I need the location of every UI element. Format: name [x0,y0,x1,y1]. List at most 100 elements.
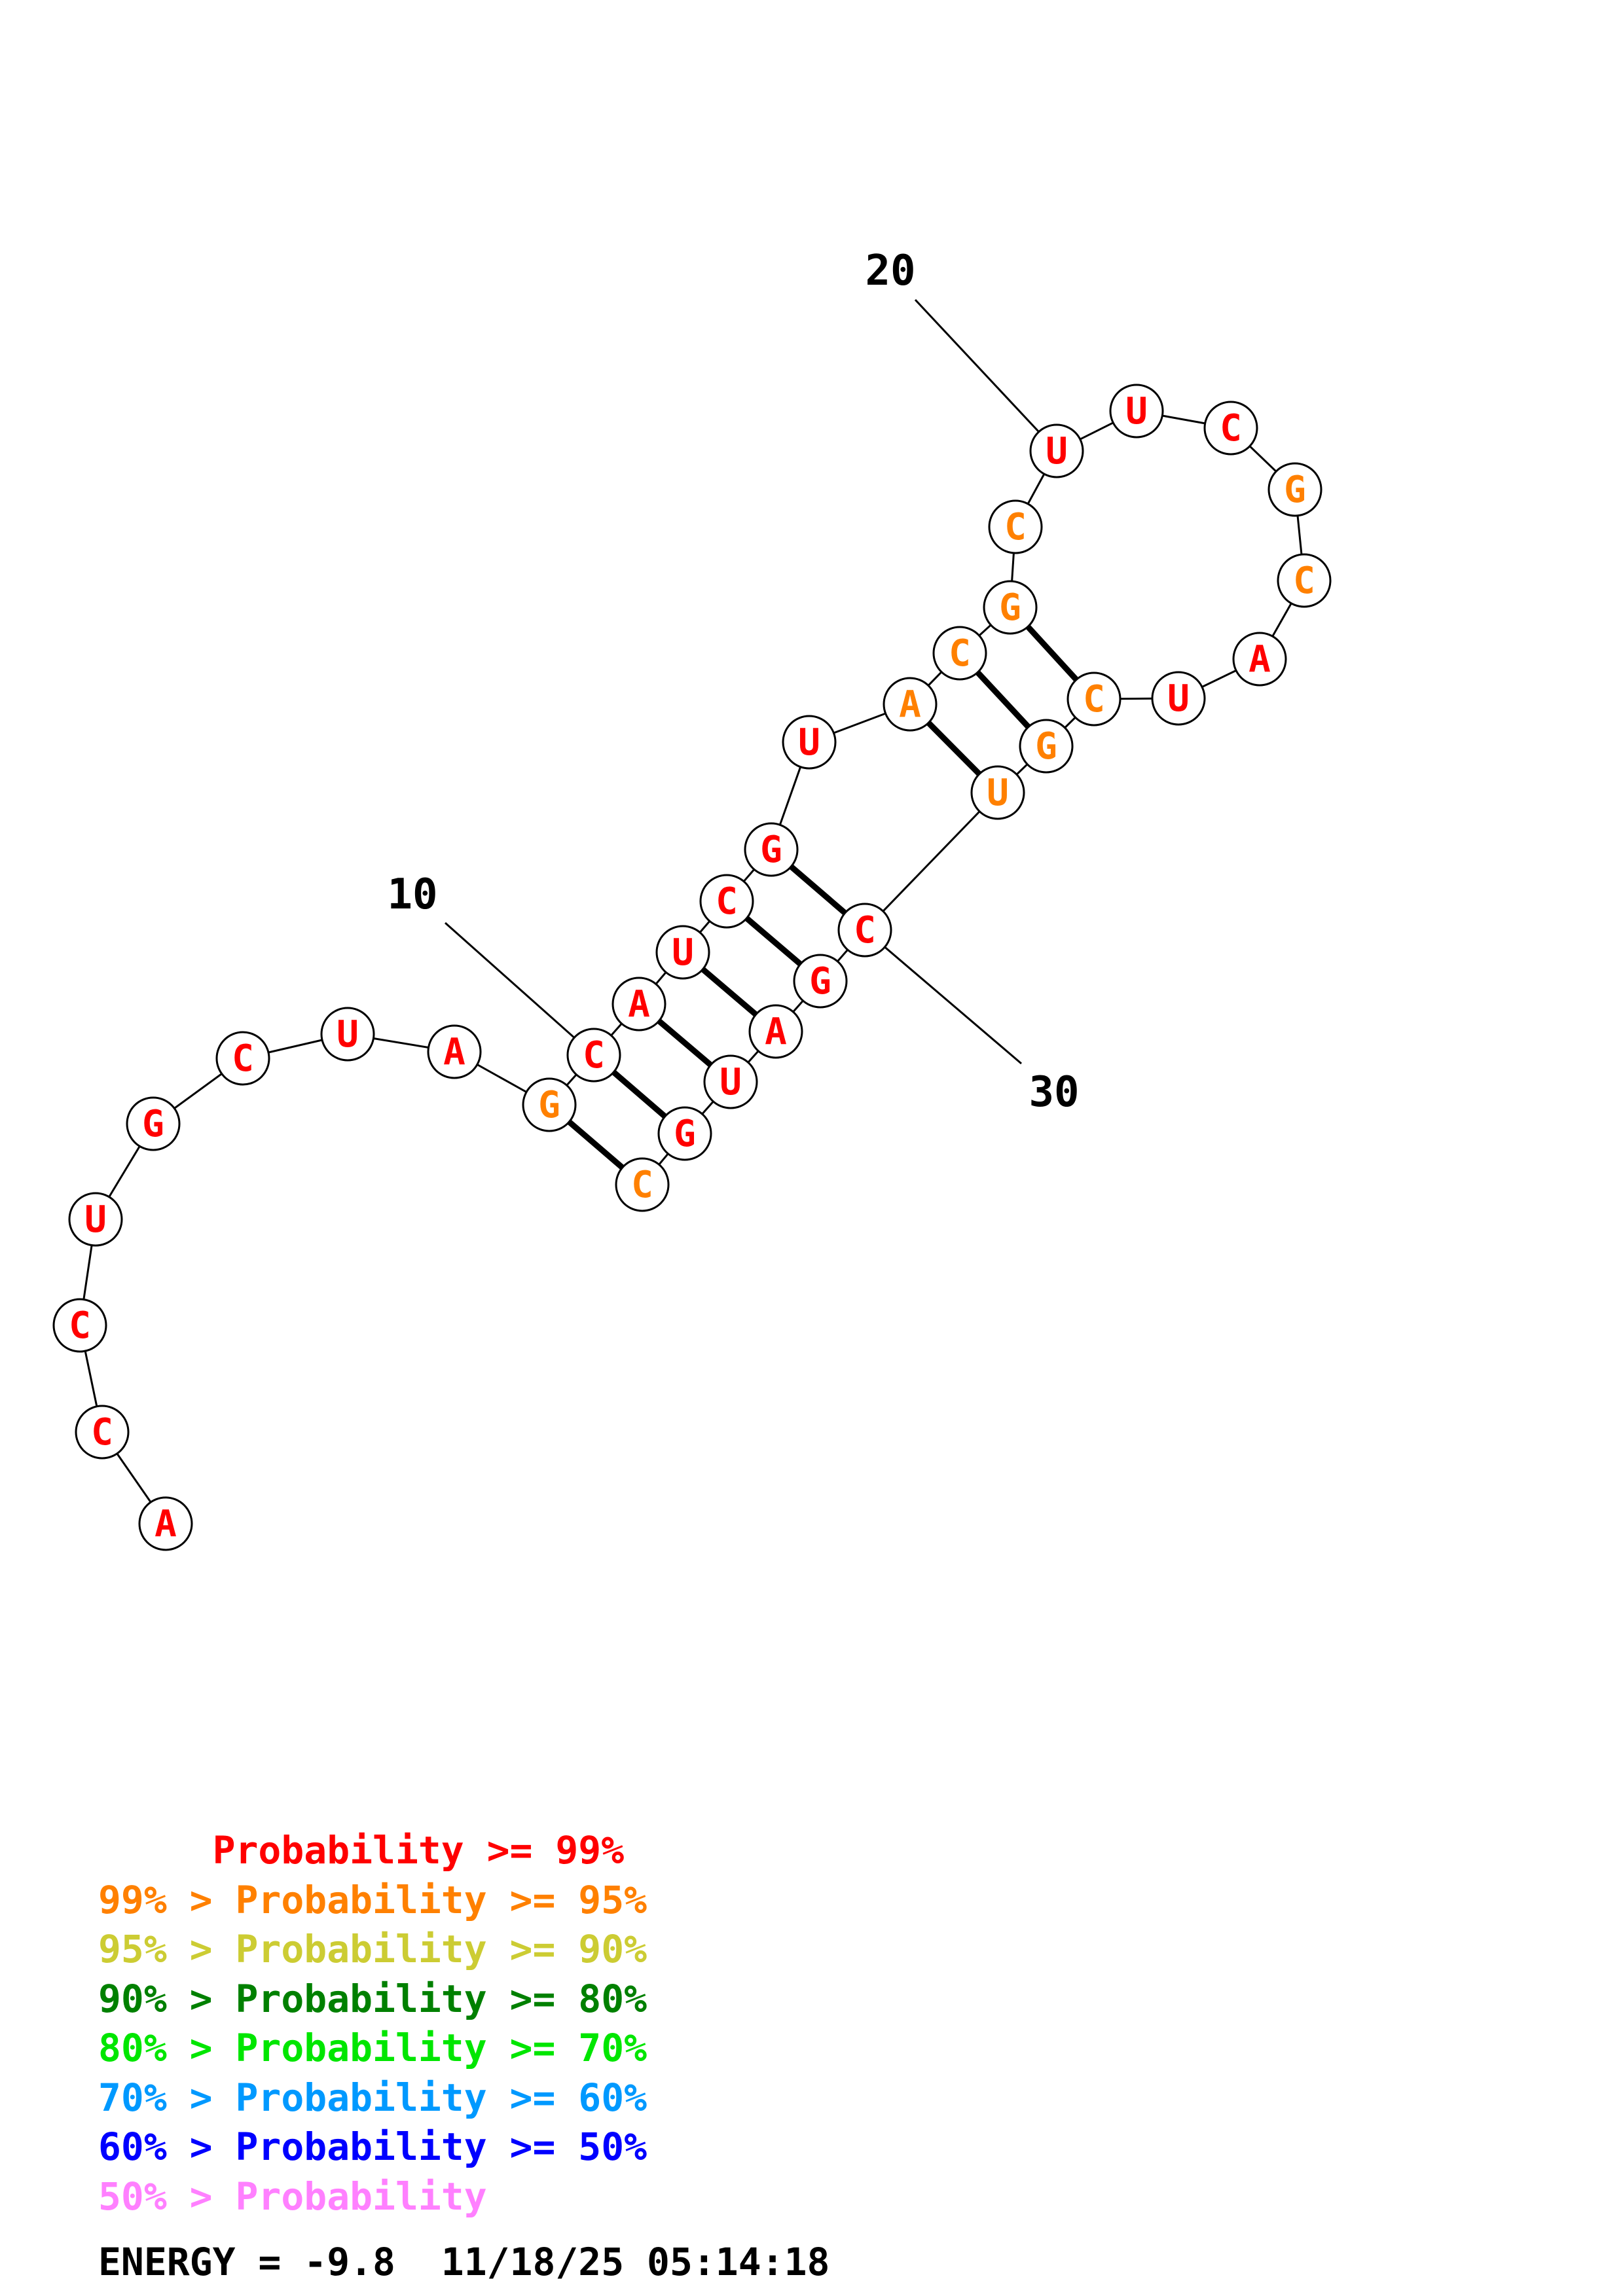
legend-entry: 70% > Probability >= 60% [98,2075,647,2120]
nucleotide-27: C [1067,672,1122,726]
nucleotide-19: C [988,499,1043,554]
nucleotide-base-letter: C [631,1164,653,1206]
nucleotide-base-letter: G [760,829,782,871]
nucleotide-circle [75,1405,130,1460]
nucleotide-base-letter: U [1125,390,1148,433]
nucleotide-circle [615,1157,670,1212]
nucleotide-base-letter: U [720,1061,742,1103]
legend-entry: 90% > Probability >= 80% [98,1976,647,2021]
nucleotide-23: G [1267,462,1322,517]
nucleotide-11: A [611,977,666,1031]
energy-and-timestamp: ENERGY = -9.8 11/18/25 05:14:18 [98,2240,830,2284]
nucleotide-18: G [983,580,1038,635]
nucleotide-circle [793,954,848,1009]
nucleotide-circle [748,1004,803,1059]
nucleotide-20: U [1029,423,1084,478]
nucleotide-7: U [320,1007,375,1062]
nucleotide-base-letter: C [1293,560,1315,602]
nucleotide-circle [883,677,938,732]
legend-entry: Probability >= 99% [98,1828,625,1873]
backbone-link-29-30 [864,791,999,931]
nucleotide-12: U [655,925,710,980]
nucleotide-32: A [748,1004,803,1059]
legend-entry: 80% > Probability >= 70% [98,2026,647,2070]
nucleotide-3: C [52,1298,107,1353]
legend-entry: 50% > Probability [98,2174,487,2219]
nucleotide-circle [1277,553,1332,608]
nucleotide-circle [837,903,892,958]
nucleotide-circle [657,1106,712,1161]
nucleotide-25: A [1232,632,1287,687]
nucleotide-base-letter: U [337,1013,359,1056]
nucleotide-5: G [126,1096,181,1151]
nucleotide-circle [970,765,1025,820]
nucleotide-15: U [782,715,837,770]
nucleotide-21: U [1109,384,1164,439]
legend-entry: 95% > Probability >= 90% [98,1927,647,1971]
nucleotide-14: G [744,822,799,877]
position-label-20: 20 [865,247,915,295]
nucleotide-circle [566,1028,621,1083]
nucleotide-base-letter: C [716,880,738,923]
nucleotide-30: C [837,903,892,958]
nucleotide-circle [655,925,710,980]
nucleotide-circle [215,1031,270,1086]
nucleotide-base-letter: A [899,683,921,726]
probability-legend: Probability >= 99% 99% > Probability >= 9… [98,1826,647,2221]
nucleotide-33: U [703,1054,758,1109]
nucleotide-circle [522,1077,577,1132]
nucleotide-base-letter: U [1167,677,1190,720]
nucleotide-circle [703,1054,758,1109]
nucleotide-9: G [522,1077,577,1132]
nucleotide-base-letter: C [232,1037,254,1080]
nucleotide-circle [138,1496,193,1551]
position-label-lines [445,298,1058,1065]
nucleotide-base-letter: A [155,1503,177,1545]
nucleotide-13: C [699,874,754,929]
nucleotide-circle [983,580,1038,635]
nucleotide-base-letter: C [1083,678,1105,721]
position-label-30: 30 [1029,1068,1079,1117]
nucleotide-circle [427,1024,482,1079]
nucleotide-base-letter: C [69,1304,91,1347]
nucleotide-base-letter: C [1220,407,1242,450]
nucleotide-base-letter: G [538,1084,560,1126]
nucleotide-circle [320,1007,375,1062]
nucleotide-base-letter: A [765,1011,787,1053]
nucleotide-base-letter: U [1046,430,1068,473]
nucleotide-31: G [793,954,848,1009]
nucleotide-29: U [970,765,1025,820]
nucleotide-10: C [566,1028,621,1083]
nucleotide-base-letter: U [84,1198,107,1241]
nucleotide-circle [1232,632,1287,687]
nucleotide-16: A [883,677,938,732]
nucleotide-circle [126,1096,181,1151]
nucleotide-base-letter: C [949,632,971,675]
nucleotide-base-letter: G [809,960,831,1003]
nucleotide-17: C [932,626,987,681]
position-label-line-20 [914,298,1058,452]
position-label-line-30 [864,929,1022,1065]
base-pair-bonds [547,605,1097,1187]
nucleotide-26: U [1151,671,1206,726]
legend-entry: 60% > Probability >= 50% [98,2125,647,2169]
nucleotide-4: U [68,1192,123,1247]
nucleotide-circle [52,1298,107,1353]
nucleotide-28: G [1019,719,1074,774]
nucleotide-base-letter: C [854,909,876,952]
nucleotide-circle [1067,672,1122,726]
nucleotide-circle [1267,462,1322,517]
nucleotide-base-letter: C [583,1034,605,1077]
nucleotide-circle [782,715,837,770]
nucleotide-base-letter: U [987,772,1009,814]
nucleotide-base-letter: U [798,721,820,764]
nucleotide-35: C [615,1157,670,1212]
nucleotide-circle [1019,719,1074,774]
nucleotide-circle [744,822,799,877]
nucleotide-circle [988,499,1043,554]
nucleotide-base-letter: A [628,983,650,1026]
nucleotide-base-letter: G [1035,725,1057,768]
nucleotide-circle [611,977,666,1031]
nucleotide-base-letter: G [999,586,1021,629]
